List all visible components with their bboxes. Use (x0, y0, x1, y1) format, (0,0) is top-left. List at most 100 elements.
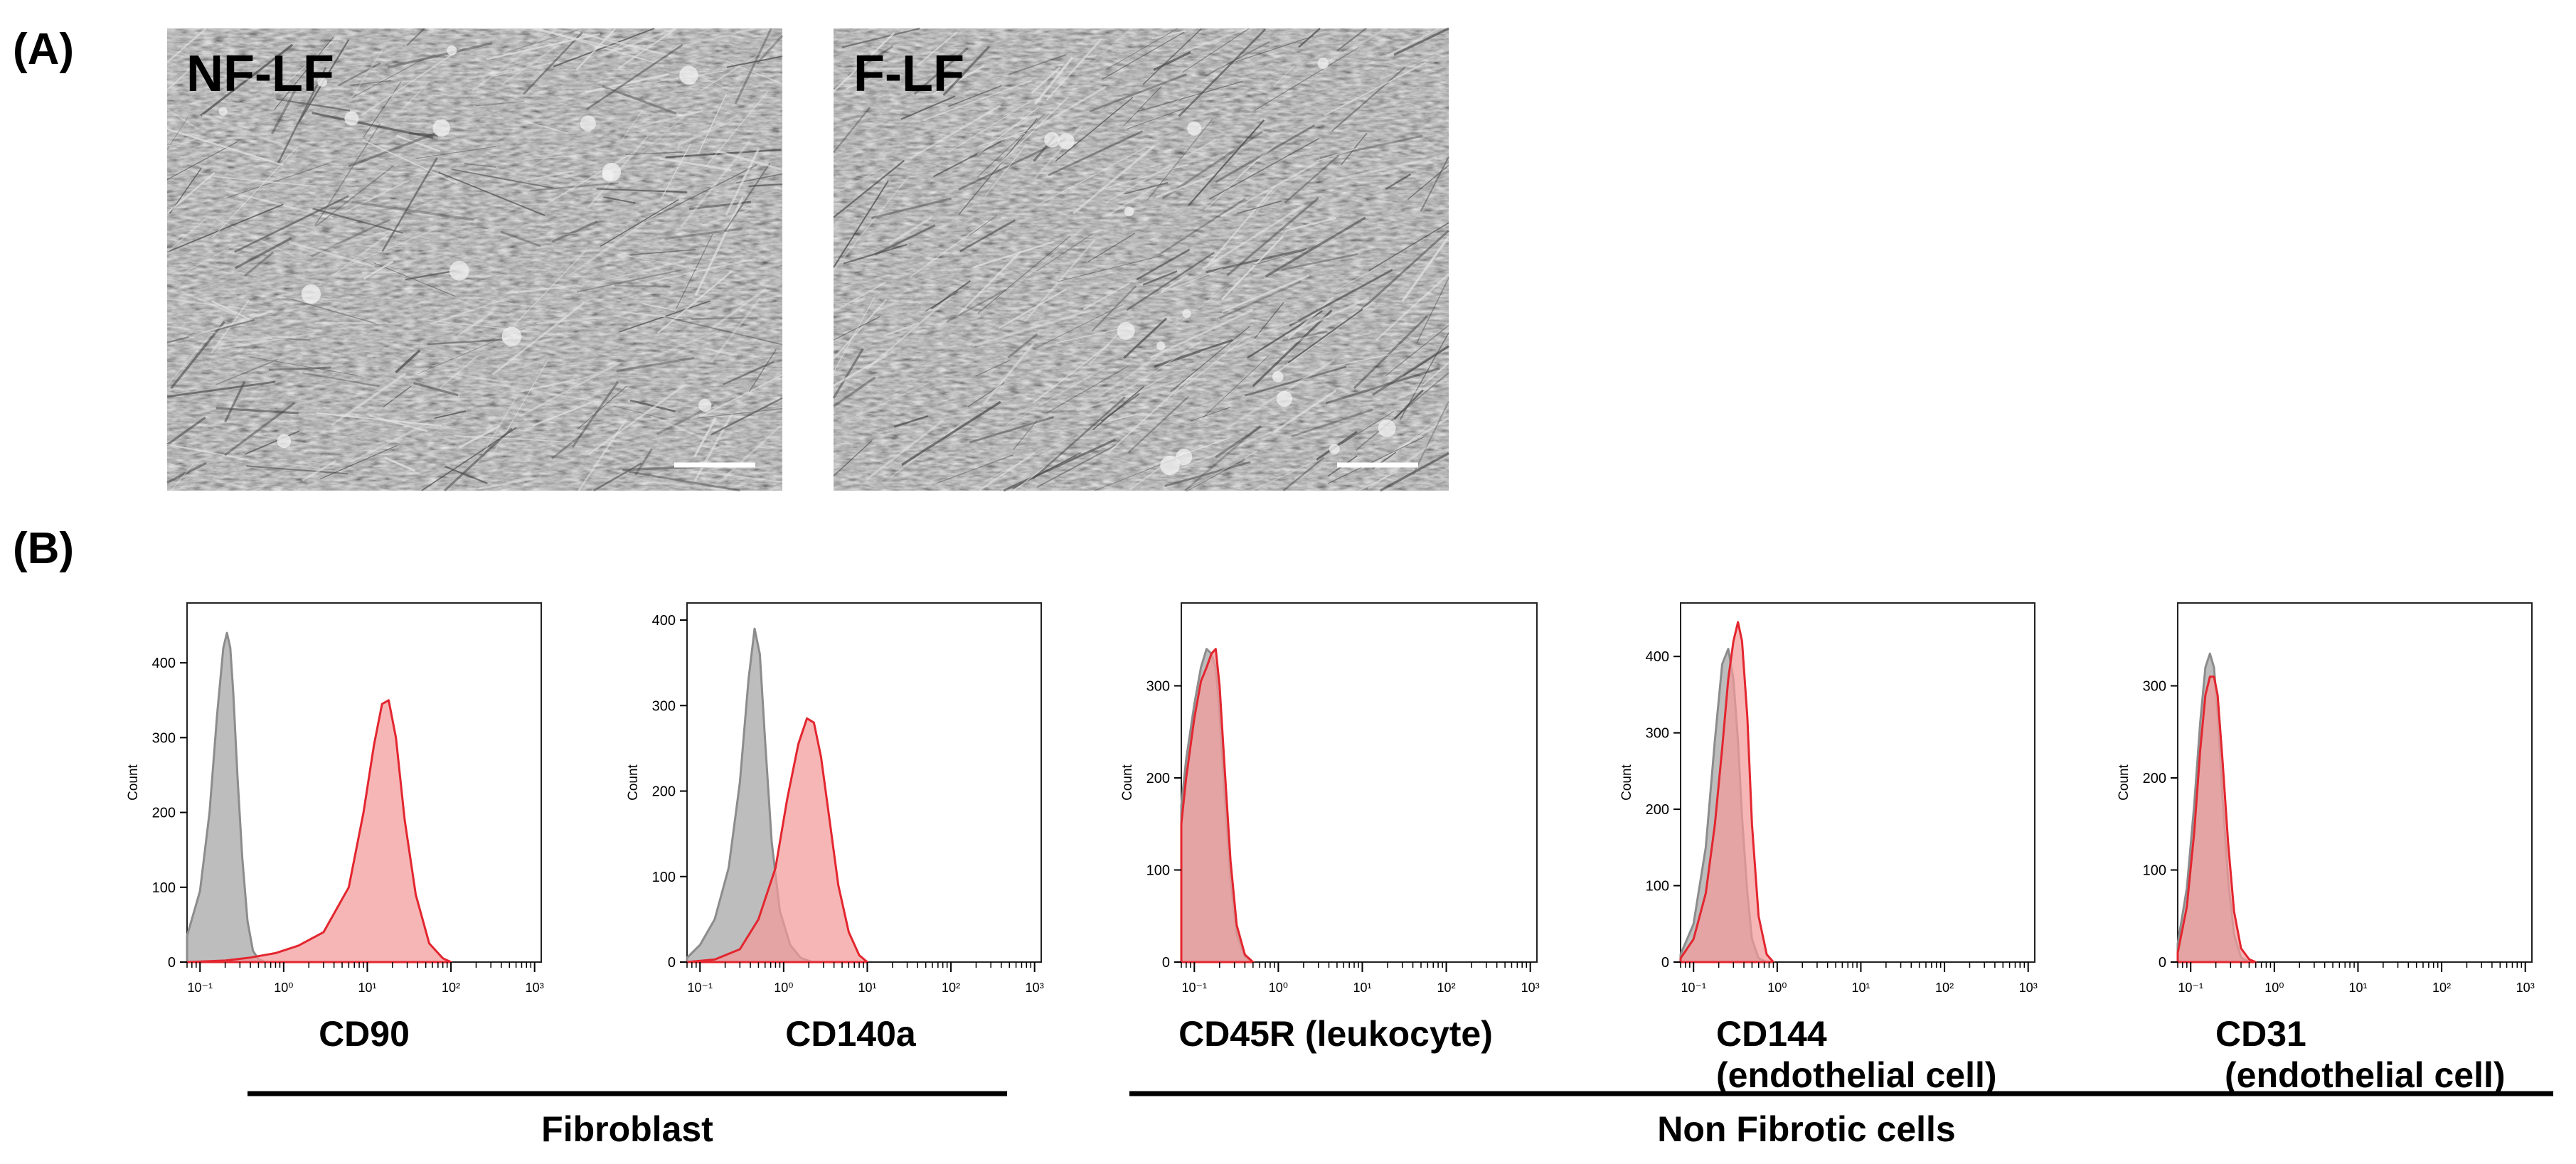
fiber-line (1108, 372, 1196, 453)
fiber-line (1100, 393, 1140, 422)
fiber-line (569, 201, 675, 276)
fiber-line (1336, 28, 1367, 52)
fiber-line (1185, 450, 1258, 491)
histogram-cd144: 0 100 200 300 400 Count 10⁻¹ 10⁰ 10¹ 10² 10³ CD144(… (1619, 602, 2038, 1095)
fiber-line (1336, 156, 1437, 181)
fiber-line (1101, 31, 1185, 80)
x-tick-label: 10³ (1521, 981, 1540, 995)
x-tick-label: 10⁰ (274, 981, 293, 995)
fiber-line (1123, 317, 1168, 359)
fiber-line (674, 27, 757, 49)
fiber-line (998, 288, 1067, 329)
fiber-line (289, 241, 375, 268)
fiber-line (224, 402, 296, 456)
fiber-line (1105, 139, 1216, 203)
fiber-line (166, 117, 188, 150)
fiber-line (1123, 86, 1162, 127)
fiber-line (166, 325, 238, 337)
fiber-line (337, 62, 381, 87)
fiber-line (629, 249, 696, 256)
fiber-line (991, 114, 1041, 137)
fiber-line (373, 262, 456, 297)
fiber-line (634, 110, 703, 129)
fiber-line (901, 400, 1001, 466)
fiber-line (693, 412, 734, 482)
fiber-line (387, 42, 493, 69)
fiber-line (1251, 455, 1327, 491)
fiber-line (725, 147, 760, 216)
fiber-line (833, 159, 905, 218)
fiber-line (1137, 80, 1243, 112)
fiber-line (416, 146, 496, 159)
fiber-line (211, 146, 298, 239)
fiber-line (1170, 326, 1251, 393)
fiber-line (1383, 407, 1449, 464)
micrograph-label: F-LF (853, 46, 964, 102)
fiber-line (716, 149, 783, 171)
fiber-line (430, 300, 499, 325)
fiber-line (1219, 280, 1302, 319)
fiber-line (1298, 28, 1321, 48)
y-axis-label: Count (126, 764, 141, 800)
fiber-line (1401, 235, 1450, 302)
cell-body (1272, 371, 1284, 383)
marker-stained-area (686, 717, 868, 963)
x-tick-label: 10⁰ (2264, 981, 2284, 995)
fiber-line (723, 423, 784, 479)
fiber-line (956, 250, 1022, 317)
fiber-line (1252, 309, 1333, 388)
fiber-line (166, 28, 207, 63)
fiber-line (973, 240, 1055, 268)
fiber-line (479, 380, 602, 403)
fiber-line (1204, 154, 1263, 211)
fiber-line (1393, 389, 1424, 420)
fiber-line (1358, 230, 1450, 313)
fiber-line (833, 32, 895, 92)
fiber-line (272, 337, 311, 341)
fiber-line (440, 356, 478, 389)
y-tick-label: 200 (1146, 771, 1170, 786)
cell-body (218, 107, 228, 116)
fiber-line (706, 90, 769, 166)
fiber-line (351, 201, 474, 221)
fiber-line (958, 118, 1038, 215)
fiber-line (614, 284, 671, 288)
fiber-line (166, 142, 191, 146)
fiber-line (1200, 320, 1299, 353)
fiber-line (273, 38, 336, 95)
fiber-line (619, 110, 644, 143)
y-tick-label: 0 (168, 955, 176, 971)
fiber-line (932, 140, 1002, 178)
plot-frame (1680, 602, 2035, 963)
fiber-line (1087, 233, 1136, 262)
cell-body (698, 398, 712, 412)
fiber-line (909, 220, 989, 278)
histogram-cd90: 0 100 200 300 400 Count 10⁻¹ 10⁰ 10¹ 10² 10³ CD90 (126, 602, 544, 1054)
marker-stained-area (186, 699, 452, 963)
y-axis-label: Count (626, 764, 641, 800)
fiber-line (1407, 164, 1449, 201)
fiber-line (1237, 144, 1276, 178)
fiber-line (1205, 41, 1270, 77)
fiber-line (1013, 420, 1038, 450)
fiber-line (166, 108, 198, 129)
fiber-line (1291, 408, 1373, 438)
fiber-line (680, 140, 751, 228)
fiber-line (1087, 331, 1120, 365)
fiber-line (936, 454, 1013, 484)
fiber-line (537, 28, 655, 64)
fiber-line (543, 152, 633, 207)
y-tick-label: 300 (2143, 679, 2166, 695)
fiber-line (324, 228, 400, 250)
y-tick-label: 0 (1162, 955, 1170, 971)
fiber-line (1412, 400, 1449, 475)
fiber-line (1045, 365, 1129, 414)
x-tick-label: 10² (942, 981, 960, 995)
micrograph-fiber-lines (832, 27, 1450, 492)
x-tick-label: 10¹ (2348, 981, 2367, 995)
fiber-line (699, 41, 779, 92)
fiber-line (166, 416, 206, 446)
fiber-line (513, 251, 586, 326)
fiber-line (166, 461, 207, 484)
fiber-line (832, 348, 864, 399)
